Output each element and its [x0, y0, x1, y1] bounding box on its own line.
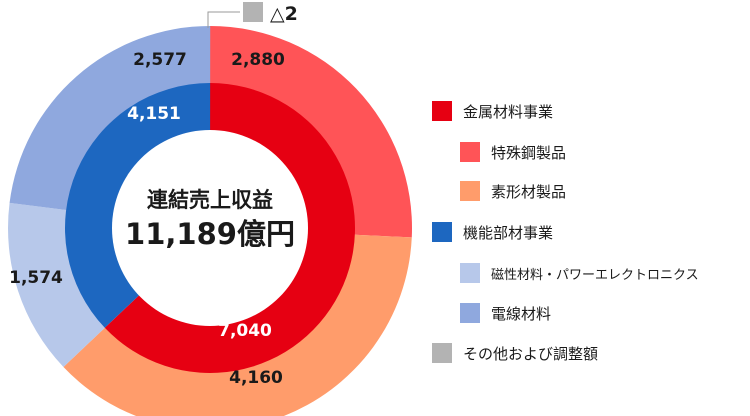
legend-swatch	[460, 181, 480, 201]
legend-item-6: その他および調整額	[432, 342, 598, 364]
inner-ring	[65, 83, 356, 373]
legend-swatch	[432, 101, 452, 121]
other-value-label: △2	[270, 3, 298, 25]
center-total: 11,189億円	[125, 217, 295, 251]
legend-label: 素形材製品	[491, 182, 567, 201]
legend-item-3: 機能部材事業	[432, 221, 553, 243]
outer-slice-0	[210, 26, 412, 238]
legend-label: その他および調整額	[463, 344, 599, 363]
legend-label: 特殊鋼製品	[491, 143, 567, 162]
legend-label: 機能部材事業	[463, 223, 554, 242]
legend-item-2: 素形材製品	[460, 180, 566, 202]
legend-item-5: 電線材料	[460, 302, 551, 324]
outer-value-label-2: 1,574	[9, 268, 63, 288]
inner-value-label-0: 7,040	[218, 321, 272, 341]
donut-hole	[112, 130, 308, 326]
legend-item-1: 特殊鋼製品	[460, 141, 566, 163]
legend-item-4: 磁性材料・パワーエレクトロニクス	[460, 262, 699, 284]
inner-slice-0	[104, 83, 356, 373]
inner-value-label-1: 4,151	[127, 104, 181, 124]
outer-slice-1	[63, 234, 412, 416]
outer-value-label-0: 2,880	[231, 50, 285, 70]
outer-slice-2	[7, 202, 107, 368]
legend-label: 磁性材料・パワーエレクトロニクス	[491, 267, 699, 283]
legend-swatch	[432, 343, 452, 363]
outer-value-label-3: 2,577	[133, 50, 187, 70]
legend-swatch	[460, 303, 480, 323]
legend-label: 金属材料事業	[463, 102, 554, 121]
legend-label: 電線材料	[491, 304, 552, 323]
other-callout: △2	[207, 2, 298, 28]
outer-value-label-1: 4,160	[229, 368, 283, 388]
outer-slice-3	[9, 26, 211, 211]
value-labels: 2,880 4,160 1,574 2,577 7,040 4,151	[9, 50, 285, 388]
legend-swatch	[460, 263, 480, 283]
outer-ring	[7, 26, 412, 416]
center-title: 連結売上収益	[147, 188, 273, 212]
legend-swatch	[460, 142, 480, 162]
legend-item-0: 金属材料事業	[432, 100, 553, 122]
inner-slice-1	[65, 83, 211, 328]
other-leader-line	[207, 11, 240, 28]
legend-swatch	[432, 222, 452, 242]
other-marker	[243, 2, 263, 22]
